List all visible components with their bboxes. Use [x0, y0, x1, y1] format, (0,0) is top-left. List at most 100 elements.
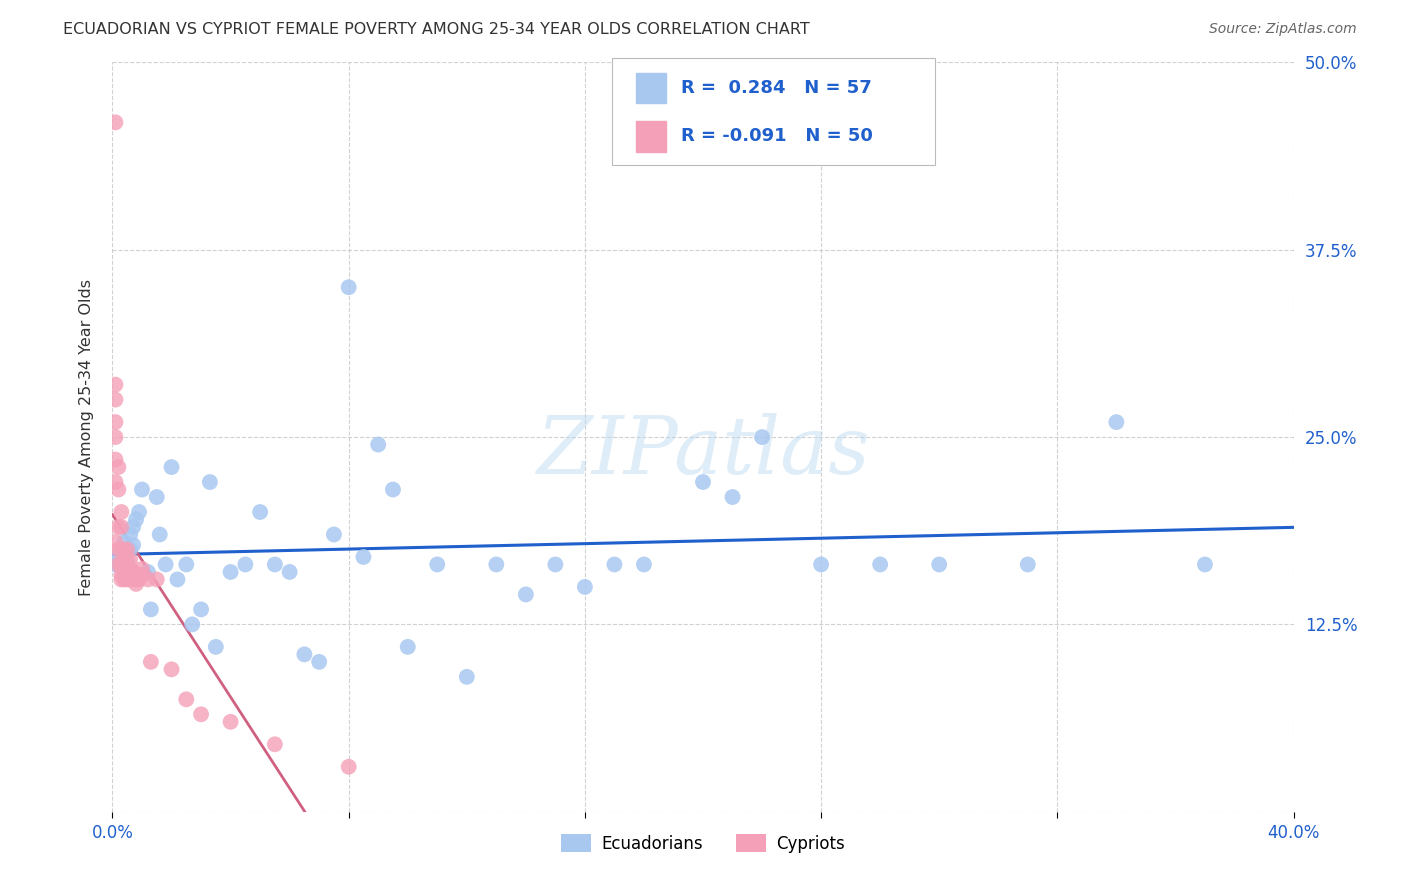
Legend: Ecuadorians, Cypriots: Ecuadorians, Cypriots: [554, 828, 852, 860]
Point: [181, 617, 204, 632]
Point: [146, 573, 169, 587]
Point: [104, 392, 127, 407]
Text: R =  0.284   N = 57: R = 0.284 N = 57: [681, 79, 872, 97]
Point: [190, 602, 212, 616]
Point: [122, 565, 145, 579]
Point: [122, 538, 145, 552]
Point: [110, 568, 132, 582]
Text: Source: ZipAtlas.com: Source: ZipAtlas.com: [1209, 22, 1357, 37]
Point: [110, 505, 132, 519]
Point: [323, 527, 346, 541]
Point: [122, 573, 145, 587]
Point: [155, 558, 177, 572]
Point: [117, 542, 138, 557]
Point: [166, 573, 188, 587]
Point: [104, 558, 127, 572]
Point: [128, 568, 150, 582]
Point: [198, 475, 221, 489]
Point: [117, 558, 138, 572]
Point: [367, 437, 389, 451]
Point: [120, 527, 142, 541]
Point: [117, 542, 138, 557]
Point: [174, 558, 197, 572]
Point: [721, 490, 744, 504]
Point: [1105, 415, 1128, 429]
Point: [120, 573, 142, 587]
Point: [120, 568, 142, 582]
Point: [352, 549, 374, 564]
Point: [107, 520, 129, 534]
Point: [292, 648, 315, 662]
Point: [112, 549, 135, 564]
Point: [128, 573, 150, 587]
Text: R = -0.091   N = 50: R = -0.091 N = 50: [681, 128, 872, 145]
Point: [544, 558, 567, 572]
Point: [128, 505, 150, 519]
Point: [337, 280, 360, 294]
Point: [233, 558, 256, 572]
Point: [174, 692, 197, 706]
Point: [107, 549, 129, 564]
Point: [120, 542, 142, 557]
Point: [146, 490, 169, 504]
Point: [751, 430, 773, 444]
Point: [120, 562, 142, 576]
Point: [107, 460, 129, 475]
Point: [515, 587, 537, 601]
Point: [120, 553, 142, 567]
Point: [110, 520, 132, 534]
Point: [928, 558, 950, 572]
Point: [110, 542, 132, 557]
Point: [110, 558, 132, 572]
Point: [122, 520, 145, 534]
Point: [205, 640, 228, 654]
Point: [264, 558, 287, 572]
Point: [219, 714, 242, 729]
Point: [456, 670, 478, 684]
Point: [1194, 558, 1216, 572]
Y-axis label: Female Poverty Among 25-34 Year Olds: Female Poverty Among 25-34 Year Olds: [79, 278, 94, 596]
Point: [136, 573, 159, 587]
Point: [107, 542, 129, 557]
Text: ZIPatlas: ZIPatlas: [536, 413, 870, 491]
Point: [104, 452, 127, 467]
Point: [603, 558, 626, 572]
Point: [104, 377, 127, 392]
Point: [117, 553, 138, 567]
Point: [125, 512, 148, 526]
Point: [249, 505, 271, 519]
Point: [131, 562, 153, 576]
Point: [485, 558, 508, 572]
Point: [278, 565, 301, 579]
Point: [112, 542, 135, 557]
Point: [1017, 558, 1039, 572]
Point: [382, 483, 405, 497]
Point: [139, 655, 162, 669]
Point: [125, 568, 148, 582]
Point: [107, 483, 129, 497]
Point: [112, 558, 135, 572]
Point: [117, 562, 138, 576]
Point: [136, 565, 159, 579]
Point: [131, 483, 153, 497]
Point: [104, 430, 127, 444]
Point: [110, 573, 132, 587]
Point: [104, 535, 127, 549]
Point: [104, 115, 127, 129]
Point: [110, 558, 132, 572]
Point: [264, 737, 287, 751]
Text: ECUADORIAN VS CYPRIOT FEMALE POVERTY AMONG 25-34 YEAR OLDS CORRELATION CHART: ECUADORIAN VS CYPRIOT FEMALE POVERTY AMO…: [63, 22, 810, 37]
Point: [810, 558, 832, 572]
Point: [160, 460, 183, 475]
Point: [112, 573, 135, 587]
Point: [104, 475, 127, 489]
Point: [396, 640, 419, 654]
Point: [110, 542, 132, 557]
Point: [426, 558, 449, 572]
Point: [125, 577, 148, 591]
Point: [692, 475, 714, 489]
Point: [131, 568, 153, 582]
Point: [219, 565, 242, 579]
Point: [574, 580, 596, 594]
Point: [112, 535, 135, 549]
